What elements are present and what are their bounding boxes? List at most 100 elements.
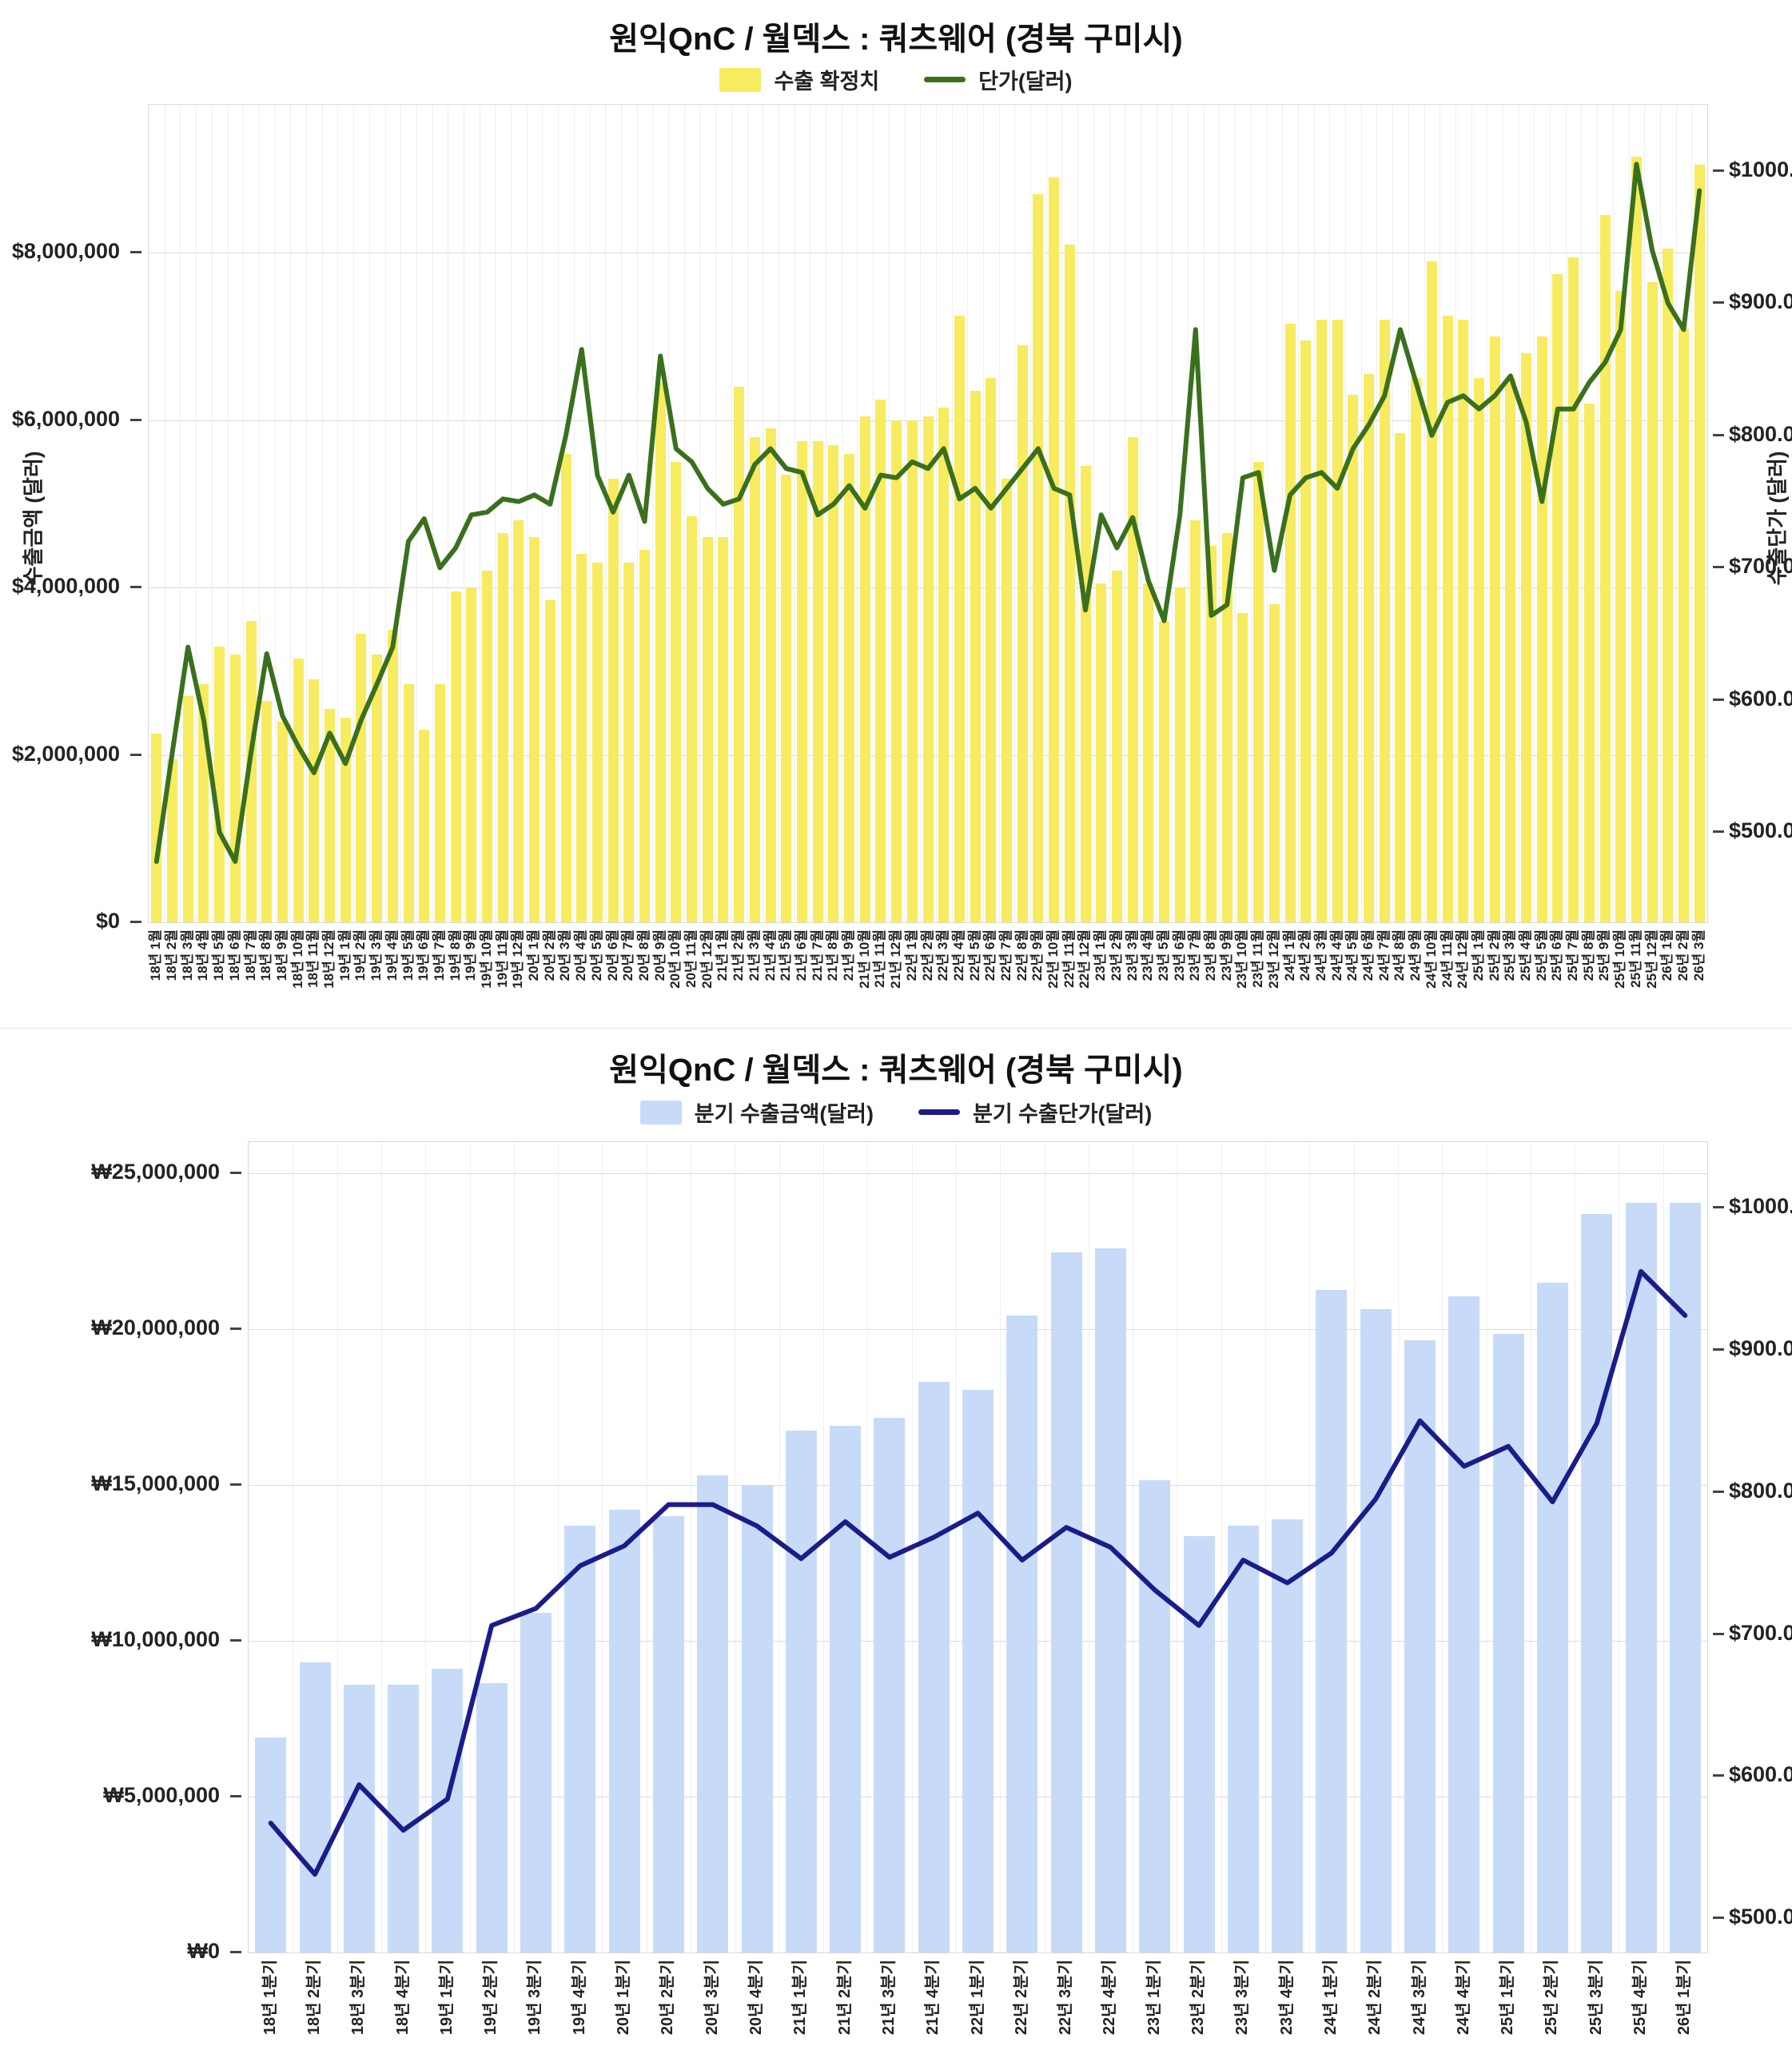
tick-mark [1713,1917,1724,1920]
bar [513,520,524,922]
legend-item-bars[interactable]: 분기 수출금액(달러) [639,1097,874,1128]
vertical-gridline [196,105,197,922]
tick-mark [230,1328,241,1330]
x-axis-label: 20년 7월 [620,929,636,981]
x-axis-label: 21년 5월 [778,929,794,981]
x-axis-label: 19년 11월 [494,929,510,988]
bar [245,621,257,922]
x-axis-label: 18년 7월 [242,929,258,981]
vertical-gridline [180,105,181,922]
vertical-gridline [526,105,528,922]
bar [419,730,430,922]
bar [1489,336,1500,922]
vertical-gridline [1219,105,1221,922]
x-axis-label: 20년 2월 [541,929,557,981]
vertical-gridline [1353,1142,1355,1952]
vertical-gridline [867,1142,869,1952]
bar [765,428,776,922]
legend-item-bars[interactable]: 수출 확정치 [719,64,879,95]
bar [1348,395,1359,922]
vertical-gridline [1235,105,1236,922]
vertical-gridline [605,105,607,922]
tick-mark [230,1639,241,1642]
x-axis-label: 24년 9월 [1408,929,1424,981]
x-axis-label: 19년 10월 [478,929,494,989]
vertical-gridline [620,105,622,922]
bar [356,633,367,922]
vertical-gridline [542,105,544,922]
x-axis-label: 24년 3월 [1312,929,1328,981]
vertical-gridline [1045,105,1047,922]
bar [1064,244,1075,922]
x-axis-label: 20년 3분기 [703,1960,721,2036]
y-axis-label-right: $900.00 [1729,1335,1792,1360]
x-axis-label: 19년 1분기 [437,1960,456,2036]
vertical-gridline [1014,105,1016,922]
quarterly-plot-area [248,1141,1708,1953]
x-axis-label: 22년 4분기 [1101,1960,1119,2036]
x-axis-label: 23년 3분기 [1233,1960,1252,2036]
bar [343,1684,375,1952]
vertical-gridline [1612,105,1614,922]
bar [1458,320,1469,922]
x-axis-label: 22년 1월 [903,929,919,981]
vertical-gridline [306,105,307,922]
bar [608,1510,640,1952]
x-axis-label: 24년 7월 [1376,929,1392,981]
bar [741,1485,773,1952]
x-axis-label: 19년 3월 [368,929,384,981]
vertical-gridline [822,1142,824,1952]
y-axis-label-left: $6,000,000 [11,406,120,431]
legend-label: 수출 확정치 [774,70,880,94]
x-axis-label: 18년 1분기 [261,1960,279,2036]
x-axis-label: 20년 8월 [635,929,651,981]
bar [1505,378,1516,922]
bar [309,679,320,922]
legend-item-line[interactable]: 단가(달러) [924,64,1073,95]
tick-mark [130,586,141,589]
x-axis-label: 25년 9월 [1596,929,1612,981]
bar [671,462,682,922]
vertical-gridline [683,105,685,922]
bar [1190,520,1201,922]
bar [1300,340,1312,922]
x-axis-label: 20년 4분기 [747,1960,765,2036]
vertical-gridline [573,105,575,922]
bar [1268,604,1280,922]
x-axis-label: 23년 11월 [1250,929,1266,988]
x-axis-label: 24년 1월 [1281,929,1297,981]
y-axis-label-right: $900.00 [1729,289,1792,314]
vertical-gridline [935,105,937,922]
tick-mark [1713,433,1724,436]
bar [497,533,508,922]
tick-mark [1713,566,1724,569]
vertical-gridline [1250,105,1252,922]
x-axis-label: 19년 5월 [400,929,416,981]
bar [1033,194,1044,922]
bar [387,629,398,922]
x-axis-label: 21년 11월 [872,929,888,988]
legend-label: 분기 수출단가(달러) [973,1102,1153,1126]
bar [261,700,273,922]
vertical-gridline [1221,1142,1222,1952]
x-axis-label: 26년 1월 [1659,929,1675,981]
bar [844,453,854,922]
bar [450,591,461,922]
x-axis-label: 26년 2월 [1675,929,1690,981]
vertical-gridline [337,105,339,922]
vertical-gridline [1061,105,1063,922]
bar [1050,1252,1082,1952]
x-axis-label: 24년 5월 [1344,929,1360,981]
bar [1174,587,1185,922]
monthly-plot-area [148,104,1708,923]
vertical-gridline [747,105,748,922]
x-axis-label: 24년 10월 [1423,929,1439,989]
vertical-gridline [1282,105,1284,922]
x-axis-label: 23년 4월 [1140,929,1156,981]
vertical-gridline [511,105,512,922]
bar [749,436,760,922]
x-axis-label: 24년 2분기 [1366,1960,1384,2036]
legend-item-line[interactable]: 분기 수출단가(달러) [918,1097,1152,1128]
vertical-gridline [1408,105,1409,922]
x-axis-label: 22년 6월 [982,929,998,981]
